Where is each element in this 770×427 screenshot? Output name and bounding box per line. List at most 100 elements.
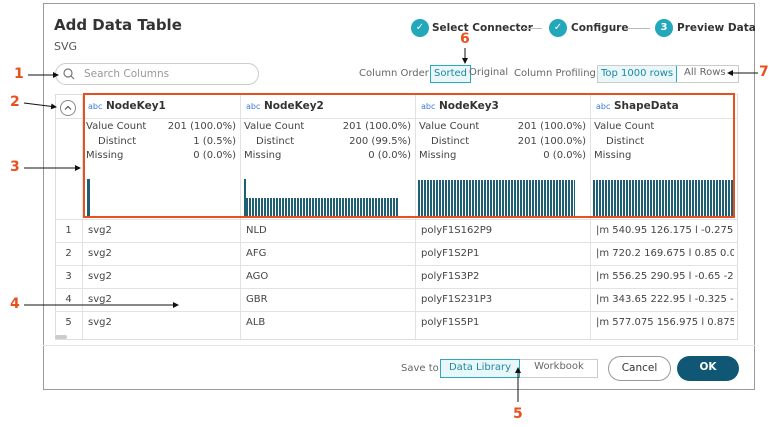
stat-value: 0 (0.0%) [368,150,411,161]
row-index: 2 [65,248,72,259]
callout-number: 7 [759,64,769,80]
step-separator [522,28,542,29]
column-order-label: Column Order [359,68,429,79]
cell: |m 720.2 169.675 l 0.85 0.025 l [596,248,734,259]
cell: svg2 [88,294,112,305]
stat-value: 201 (100.0%) [167,121,236,132]
histogram [246,198,399,216]
row-divider [55,242,738,243]
toggle-option[interactable]: Workbook [534,361,584,372]
row-index: 1 [65,225,72,236]
row-divider [55,311,738,312]
cell: polyF1S162P9 [421,225,493,236]
toggle-option[interactable]: All Rows [684,67,726,78]
scrollbar [55,335,67,339]
callout-number: 1 [14,66,24,82]
cell: AGO [246,271,269,282]
stat-label: Value Count [244,121,305,132]
save-to-label: Save to [401,363,439,374]
column-divider [82,95,83,339]
cell: polyF1S231P3 [421,294,493,305]
row-index: 5 [65,317,72,328]
cell: svg2 [88,248,112,259]
stat-label: Distinct [606,135,645,147]
ok-button[interactable]: OK [677,356,739,381]
column-type: abc [421,102,436,111]
stat-label: Missing [86,150,124,161]
callout-number: 2 [10,94,20,110]
column-name: NodeKey2 [264,100,324,112]
stat-value: 1 (0.5%) [193,135,236,147]
histogram [244,179,246,216]
cell: |m 577.075 156.975 l 0.875 -0.1 [596,317,734,328]
callout-number: 6 [460,31,470,47]
column-name: NodeKey1 [106,100,166,112]
dialog [43,3,755,390]
footer-divider [43,345,755,346]
histogram [418,180,575,216]
cell: polyF1S2P1 [421,248,480,259]
stat-value: 200 (99.5%) [349,135,411,147]
stat-label: Missing [419,150,457,161]
stat-label: Distinct [98,135,137,147]
step-label[interactable]: Select Connector [432,22,533,34]
column-type: abc [88,102,103,111]
toggle-group [597,65,739,83]
toggle-option[interactable]: Sorted [430,65,471,83]
cell: polyF1S3P2 [421,271,480,282]
column-type: abc [246,102,261,111]
highlight-box [83,93,735,218]
cell: AFG [246,248,267,259]
cell: GBR [246,294,268,305]
row-index: 3 [65,271,72,282]
stat-value: 0 (0.0%) [193,150,236,161]
header-divider [55,219,738,220]
column-name: NodeKey3 [439,100,499,112]
stat-label: Distinct [431,135,470,147]
collapse-button[interactable] [59,99,77,117]
stat-label: Missing [244,150,282,161]
stat-label: Value Count [86,121,147,132]
stat-value: 0 (0.0%) [543,150,586,161]
header-divider [55,118,738,119]
cell: |m 343.65 222.95 l -0.325 -0.02 [596,294,734,305]
step-check: ✓ [549,19,567,37]
cell: |m 556.25 290.95 l -0.65 -2.05 l [596,271,734,282]
row-index: 4 [65,294,72,305]
histogram [87,179,90,216]
step-check: ✓ [411,19,429,37]
toggle-option[interactable]: Original [469,67,509,78]
stat-label: Value Count [594,121,655,132]
column-profiling-label: Column Profiling [514,68,596,79]
dialog-subtitle: SVG [54,40,78,53]
step-number: 3 [655,19,673,37]
stat-value: 201 (100.0%) [342,121,411,132]
cell: NLD [246,225,267,236]
column-name: ShapeData [614,100,679,112]
column-type: abc [596,102,611,111]
callout-number: 4 [10,296,20,312]
stat-label: Value Count [419,121,480,132]
row-divider [55,288,738,289]
step-label[interactable]: Configure [571,22,629,34]
cell: ALB [246,317,266,328]
row-divider [55,265,738,266]
histogram [593,180,735,216]
search-placeholder: Search Columns [84,68,170,80]
stat-value: 201 (100.0%) [517,121,586,132]
cell: svg2 [88,317,112,328]
search-icon [63,68,75,80]
cell: svg2 [88,271,112,282]
stat-label: Missing [594,150,632,161]
cell: |m 540.95 126.175 l -0.275 0 l 0 [596,225,734,236]
cancel-button[interactable]: Cancel [608,356,671,381]
callout-number: 3 [10,159,20,175]
cell: polyF1S5P1 [421,317,480,328]
dialog-title: Add Data Table [54,16,182,34]
step-label[interactable]: Preview Data [677,22,756,34]
callout-number: 5 [513,406,523,422]
cell: svg2 [88,225,112,236]
stat-label: Distinct [256,135,295,147]
